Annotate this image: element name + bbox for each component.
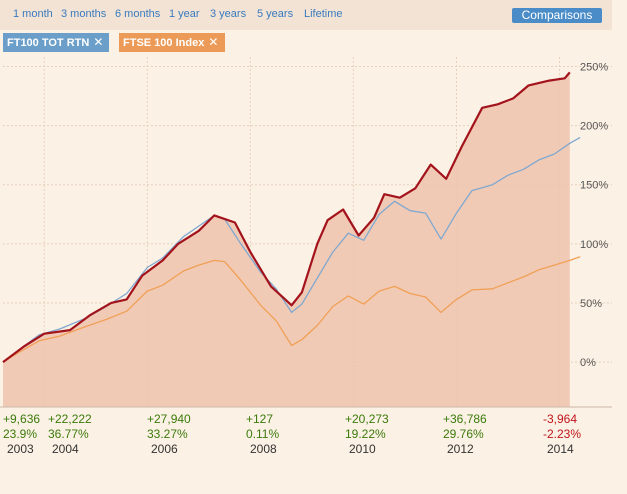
y-tick-label: 150% (580, 180, 608, 192)
x-tick-label: 2014 (547, 442, 574, 456)
stat-change-value: +36,786 (443, 412, 487, 426)
x-tick-label: 2004 (52, 442, 79, 456)
x-tick-label: 2008 (250, 442, 277, 456)
y-tick-label: 100% (580, 239, 608, 251)
chip-label: FT100 TOT RTN (7, 37, 90, 49)
stat-2004: +22,222 36.77% 2004 (48, 412, 92, 457)
stat-change-percent: 36.77% (48, 427, 89, 441)
y-tick-label: 50% (580, 298, 602, 310)
range-5-years[interactable]: 5 years (257, 8, 294, 20)
x-tick-label: 2003 (7, 442, 34, 456)
chip-ft100-tot-rtn[interactable]: FT100 TOT RTN ✕ (3, 33, 109, 52)
y-tick-label: 0% (580, 357, 596, 369)
y-tick-label: 250% (580, 61, 608, 73)
period-stats: +9,636 23.9% 2003 +22,222 36.77% 2004 +27,940 3… (0, 408, 612, 460)
close-icon[interactable]: ✕ (208, 35, 219, 49)
range-1-month[interactable]: 1 month (13, 8, 53, 20)
comparisons-button[interactable]: Comparisons (512, 8, 602, 23)
stat-2012: +36,786 29.76% 2012 (443, 412, 487, 457)
stat-2003: +9,636 23.9% 2003 (3, 412, 40, 457)
range-3-months[interactable]: 3 months (61, 8, 107, 20)
area-fill (3, 72, 570, 408)
range-3-years[interactable]: 3 years (210, 8, 247, 20)
stat-change-value: +22,222 (48, 412, 92, 426)
series-line-ft100-tot-rtn (2, 136, 581, 363)
range-1-year[interactable]: 1 year (169, 8, 200, 20)
stat-change-percent: 33.27% (147, 427, 188, 441)
chip-label: FTSE 100 Index (123, 37, 205, 49)
x-tick-label: 2010 (349, 442, 376, 456)
stat-2014: -3,964 -2.23% 2014 (543, 412, 581, 457)
series-line-main (2, 71, 571, 363)
stat-change-percent: 0.11% (246, 427, 280, 441)
stat-change-percent: -2.23% (543, 427, 582, 441)
close-icon[interactable]: ✕ (93, 35, 104, 49)
stat-change-percent: 19.22% (345, 427, 386, 441)
stat-change-value: -3,964 (543, 412, 578, 426)
y-tick-label: 200% (580, 121, 608, 133)
stat-2006: +27,940 33.27% 2006 (147, 412, 191, 457)
stat-2010: +20,273 19.22% 2010 (345, 412, 389, 457)
series-line-ftse-100-index (2, 256, 581, 363)
stat-change-value: +20,273 (345, 412, 389, 426)
stat-change-value: +127 (246, 412, 274, 426)
x-tick-label: 2006 (151, 442, 178, 456)
range-lifetime[interactable]: Lifetime (304, 8, 343, 20)
stat-change-value: +9,636 (3, 412, 41, 426)
x-tick-label: 2012 (447, 442, 474, 456)
time-range-bar: 1 month 3 months 6 months 1 year 3 years… (0, 0, 612, 30)
stat-2008: +127 0.11% 2008 (246, 412, 279, 457)
range-6-months[interactable]: 6 months (115, 8, 161, 20)
chip-ftse-100-index[interactable]: FTSE 100 Index ✕ (119, 33, 225, 52)
chart: 0% 50% 100% 150% 200% 250% (0, 57, 612, 408)
stat-change-percent: 29.76% (443, 427, 484, 441)
stat-change-value: +27,940 (147, 412, 191, 426)
stat-change-percent: 23.9% (3, 427, 38, 441)
